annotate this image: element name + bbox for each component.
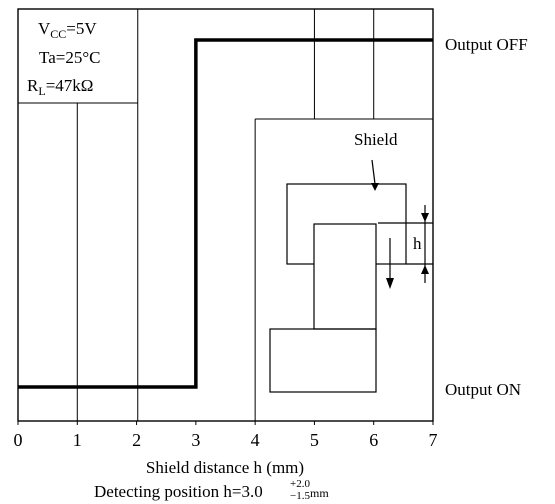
x-tick-label: 6 xyxy=(369,430,378,450)
condition-ta: Ta=25°C xyxy=(39,48,100,67)
x-tick-labels: 0 1 2 3 4 5 6 7 xyxy=(14,421,438,450)
x-tick-label: 1 xyxy=(73,430,82,450)
detecting-text: Detecting position h=3.0 xyxy=(94,482,263,501)
x-axis-title: Shield distance h (mm) xyxy=(146,458,304,477)
x-tick-label: 5 xyxy=(310,430,319,450)
x-tick-label: 2 xyxy=(132,430,141,450)
conditions-box: VCC=5V Ta=25°C RL=47kΩ xyxy=(27,19,100,98)
detecting-note: Detecting position h=3.0 +2.0 −1.5 mm xyxy=(94,478,329,502)
x-tick-label: 3 xyxy=(191,430,200,450)
shield-label: Shield xyxy=(354,130,398,149)
x-tick-label: 7 xyxy=(429,430,438,450)
x-tick-label: 0 xyxy=(14,430,23,450)
series-line-0 xyxy=(18,38,433,389)
tolerance-minus: −1.5 xyxy=(290,490,310,502)
tolerance-plus: +2.0 xyxy=(290,478,310,490)
shield-pointer xyxy=(371,159,376,185)
state-on-label: Output ON xyxy=(445,380,521,399)
tolerance-unit: mm xyxy=(310,486,329,500)
shield-diagram xyxy=(269,159,433,393)
h-dimension-label: h xyxy=(413,234,422,253)
sensor-stem xyxy=(313,223,377,330)
plot-frame xyxy=(17,8,434,422)
state-off-label: Output OFF xyxy=(445,35,528,54)
series-group xyxy=(18,38,433,389)
x-tick-label: 4 xyxy=(251,430,260,450)
condition-rl: RL=47kΩ xyxy=(27,76,93,98)
condition-vcc: VCC=5V xyxy=(38,19,97,41)
sensor-body xyxy=(269,328,377,393)
grid-lines xyxy=(18,9,433,421)
